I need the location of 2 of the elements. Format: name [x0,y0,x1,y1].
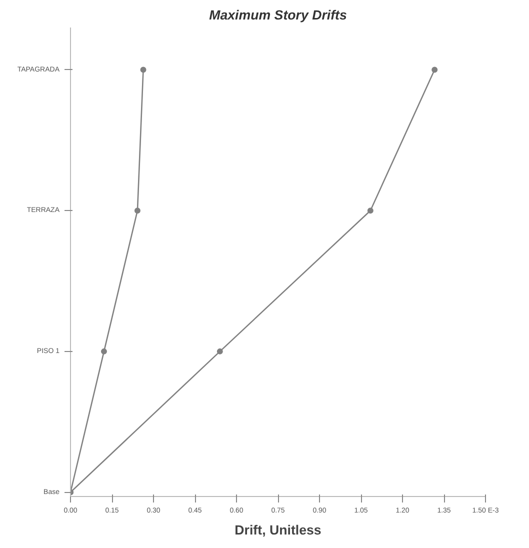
chart-title: Maximum Story Drifts [209,8,347,22]
x-axis-title: Drift, Unitless [234,522,322,538]
